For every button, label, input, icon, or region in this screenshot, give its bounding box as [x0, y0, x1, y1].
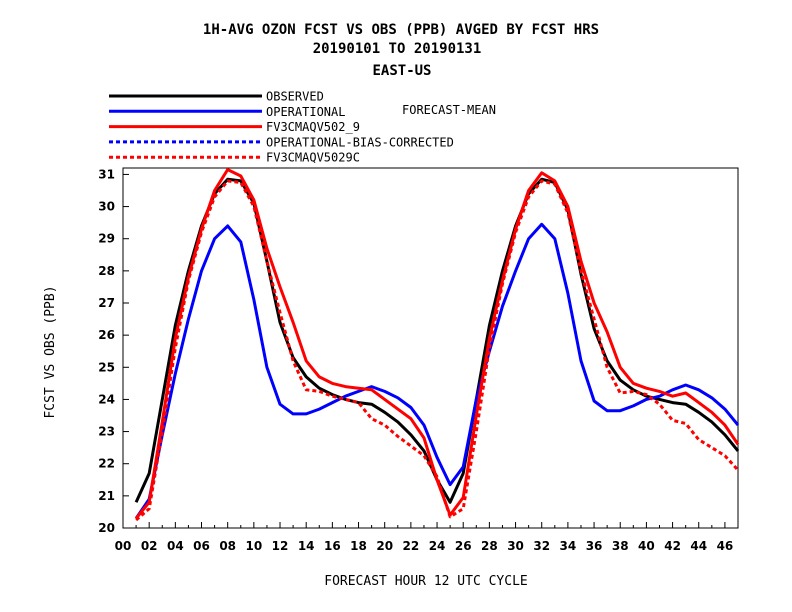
chart-title-line-3: EAST-US [372, 63, 431, 79]
chart-titles: 1H-AVG OZON FCST VS OBS (PPB) AVGED BY F… [203, 22, 599, 79]
x-tick-label: 20 [376, 539, 393, 553]
y-tick-label: 30 [98, 200, 115, 214]
x-tick-label: 34 [560, 539, 577, 553]
x-tick-label: 08 [219, 539, 236, 553]
x-tick-label: 04 [167, 539, 184, 553]
x-tick-label: 28 [481, 539, 498, 553]
chart-title-line-1: 1H-AVG OZON FCST VS OBS (PPB) AVGED BY F… [203, 22, 599, 38]
legend-label: OPERATIONAL-BIAS-CORRECTED [266, 135, 454, 149]
y-tick-label: 21 [98, 489, 115, 503]
x-tick-label: 14 [298, 539, 315, 553]
legend-label: OPERATIONAL [266, 105, 345, 119]
x-tick-label: 46 [717, 539, 734, 553]
x-tick-label: 02 [141, 539, 158, 553]
y-tick-label: 22 [98, 457, 115, 471]
x-tick-label: 24 [429, 539, 446, 553]
y-tick-label: 31 [98, 167, 115, 181]
series-line-operational [134, 222, 740, 520]
y-tick-label: 20 [98, 521, 115, 535]
y-axis: 20 21 22 23 24 25 26 27 28 29 30 31 [98, 167, 129, 535]
x-axis-label: FORECAST HOUR 12 UTC CYCLE [324, 574, 528, 589]
legend-label: FV3CMAQV502_9 [266, 120, 360, 134]
x-tick-label: 18 [350, 539, 367, 553]
y-tick-label: 27 [98, 296, 115, 310]
x-tick-label: 12 [272, 539, 289, 553]
plot-area-frame [122, 167, 739, 529]
y-tick-label: 28 [98, 264, 115, 278]
y-tick-label: 25 [98, 360, 115, 374]
data-series [134, 168, 740, 522]
x-axis: 00 02 04 06 08 10 12 14 16 18 20 22 24 26 28 30 32 34 36 38… [115, 522, 739, 553]
series-line-fv3cmaqv5029c [135, 179, 740, 522]
y-tick-label: 26 [98, 328, 115, 342]
x-tick-label: 16 [324, 539, 341, 553]
series-line-fv3cmaqv502-9 [134, 168, 740, 520]
x-tick-label: 22 [403, 539, 420, 553]
x-tick-label: 44 [690, 539, 707, 553]
x-tick-label: 30 [507, 539, 524, 553]
x-tick-label: 26 [455, 539, 472, 553]
x-tick-label: 42 [664, 539, 681, 553]
y-tick-label: 23 [98, 425, 115, 439]
x-tick-label: 06 [193, 539, 210, 553]
x-tick-label: 40 [638, 539, 655, 553]
legend-label: OBSERVED [266, 90, 324, 104]
x-tick-label: 36 [586, 539, 603, 553]
legend: OBSERVEDOPERATIONALFV3CMAQV502_9OPERATIO… [109, 90, 454, 165]
x-tick-label: 32 [533, 539, 550, 553]
x-tick-label: 38 [612, 539, 629, 553]
y-axis-label: FCST VS OBS (PPB) [43, 285, 58, 418]
chart-title-line-2: 20190101 TO 20190131 [313, 41, 482, 57]
legend-forecast-mean-label: FORECAST-MEAN [402, 103, 496, 117]
x-tick-label: 00 [115, 539, 132, 553]
x-tick-label: 10 [245, 539, 262, 553]
legend-label: FV3CMAQV5029C [266, 151, 360, 165]
y-tick-label: 24 [98, 392, 115, 406]
y-tick-label: 29 [98, 232, 115, 246]
